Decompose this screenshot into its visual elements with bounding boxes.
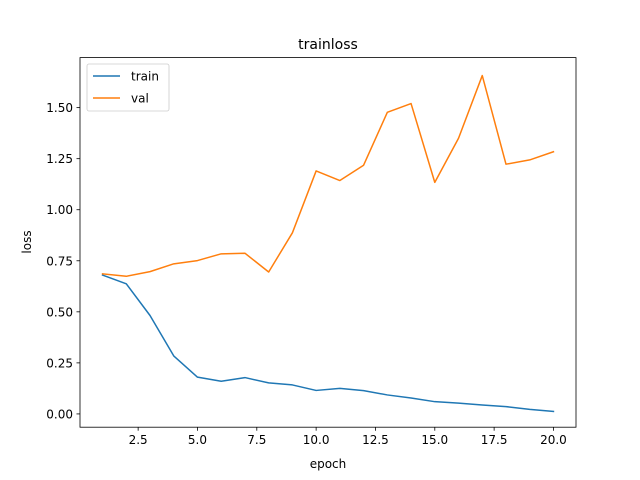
y-tick-label: 1.50 bbox=[46, 101, 73, 115]
y-tick-label: 0.25 bbox=[46, 356, 73, 370]
y-tick-label: 0.75 bbox=[46, 254, 73, 268]
x-tick-label: 20.0 bbox=[540, 433, 567, 447]
x-tick-label: 12.5 bbox=[362, 433, 389, 447]
y-axis-ticks: 0.00 0.25 0.50 0.75 1.00 1.25 1.50 bbox=[46, 101, 80, 421]
x-tick-label: 15.0 bbox=[421, 433, 448, 447]
y-tick-label: 1.00 bbox=[46, 203, 73, 217]
series-line-val bbox=[101, 74, 555, 278]
legend: train val bbox=[86, 63, 170, 112]
series-line-train bbox=[101, 274, 555, 413]
y-axis-label: loss bbox=[20, 230, 34, 253]
plot-area-frame bbox=[79, 57, 577, 428]
legend-label-train: train bbox=[131, 70, 159, 84]
series-layer bbox=[101, 74, 555, 413]
x-tick-label: 2.5 bbox=[129, 433, 148, 447]
x-tick-label: 17.5 bbox=[481, 433, 508, 447]
y-tick-label: 0.00 bbox=[46, 407, 73, 421]
y-tick-label: 1.25 bbox=[46, 152, 73, 166]
x-tick-label: 10.0 bbox=[303, 433, 330, 447]
x-tick-label: 5.0 bbox=[188, 433, 207, 447]
legend-label-val: val bbox=[131, 92, 149, 106]
chart-title: trainloss bbox=[298, 37, 358, 53]
x-axis-label: epoch bbox=[310, 457, 347, 471]
x-axis-ticks: 2.5 5.0 7.5 10.0 12.5 15.0 17.5 20.0 bbox=[129, 427, 567, 447]
x-tick-label: 7.5 bbox=[247, 433, 266, 447]
y-tick-label: 0.50 bbox=[46, 305, 73, 319]
